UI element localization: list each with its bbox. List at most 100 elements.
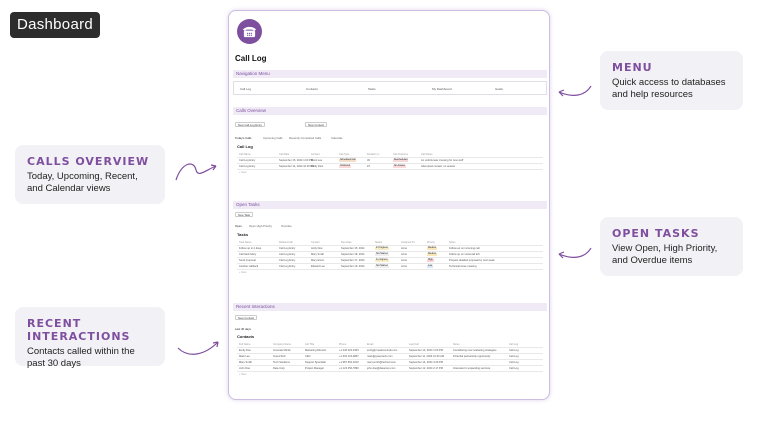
contacts-divider	[237, 347, 543, 348]
callout-menu-desc: Quick access to databases and help resou…	[612, 77, 726, 100]
nav-item-tasks[interactable]: Tasks	[368, 87, 376, 91]
contacts-cell[interactable]: Mary Smith	[239, 360, 253, 364]
tab-todays-calls[interactable]: Today's Calls	[235, 136, 252, 140]
calls-cell: 30	[367, 158, 370, 162]
tasks-cell-tag: Not Started	[375, 264, 389, 268]
tasks-cell: Anne	[401, 252, 408, 256]
contacts-cell: GreenTech	[273, 354, 286, 358]
contacts-row-divider	[237, 353, 543, 354]
tasks-col-header: Priority	[427, 241, 435, 244]
contacts-cell: +1 446 222-3333	[339, 348, 359, 352]
tasks-new-row: + New	[239, 271, 247, 274]
recent-header: Recent Interactions	[233, 303, 547, 311]
tasks-cell[interactable]: Another callback	[239, 264, 259, 268]
new-task-button[interactable]: New Task	[235, 212, 254, 217]
contacts-db-title: Contacts	[237, 334, 255, 339]
calls-col-header: Call Outcome	[393, 153, 409, 156]
tasks-row-divider	[237, 263, 543, 264]
nav-item-guide[interactable]: Guide	[495, 87, 504, 91]
callout-calls: CALLS OVERVIEW Today, Upcoming, Recent, …	[15, 145, 165, 204]
contacts-cell: +1 987 654-3210	[339, 360, 359, 364]
contacts-cell[interactable]: John Doe	[239, 366, 251, 370]
tasks-cell: Anne	[401, 258, 408, 262]
tasks-cell-tag: In Progress	[375, 246, 389, 250]
contacts-row-divider	[237, 359, 543, 360]
tasks-col-header: Assigned To	[401, 241, 415, 244]
tasks-cell: Follow up on voicemail left	[449, 252, 480, 256]
contacts-cell[interactable]: Emily Doe	[239, 348, 251, 352]
tasks-cell: Edward Lee	[311, 264, 325, 268]
tab-open-high-priority[interactable]: Open High Priority	[249, 224, 272, 228]
tab-calendar[interactable]: Calendar	[331, 136, 343, 140]
tasks-cell-tag: Medium	[427, 246, 438, 250]
contacts-cell: Project Manager	[305, 366, 325, 370]
nav-item-call-log[interactable]: Call Log	[240, 87, 252, 91]
calls-cell: 15	[367, 164, 370, 168]
nav-header: Navigation Menu	[233, 70, 547, 78]
tasks-cell: Call Log Entry	[279, 246, 296, 250]
dashboard-screenshot: Call Log Navigation Menu Call Log Contac…	[228, 10, 550, 400]
contacts-cell: Considering new marketing strategies	[453, 348, 497, 352]
calls-cell-tag: Outbound	[339, 164, 352, 168]
tasks-cell[interactable]: Send proposal	[239, 258, 256, 262]
contacts-cell: +1 302 123-9867	[339, 354, 359, 358]
tasks-cell[interactable]: Call back Mary	[239, 252, 257, 256]
tab-recent-calls[interactable]: Recently Completed Calls	[289, 136, 322, 140]
contacts-cell: September 14, 2024 4:30 PM	[409, 360, 443, 364]
contacts-cell: Call Log	[509, 348, 519, 352]
contacts-cell: Interested in expanding services	[453, 366, 491, 370]
calls-col-header: Call Date	[279, 153, 290, 156]
new-call-log-button[interactable]: New Call Log Entry	[235, 122, 265, 127]
callout-calls-title: CALLS OVERVIEW	[27, 155, 150, 168]
new-contact-button[interactable]: New Contact	[305, 122, 328, 127]
tasks-db-title: Tasks	[237, 232, 249, 237]
arrow-recent-icon	[177, 341, 219, 355]
tasks-cell[interactable]: Follow up in 2 days	[239, 246, 262, 250]
tasks-cell: Call Log Entry	[279, 264, 296, 268]
tasks-row-divider	[237, 251, 543, 252]
contacts-col-header: Company Name	[273, 343, 292, 346]
contacts-new-row: + New	[239, 373, 247, 376]
recent-new-contact-button[interactable]: New Contact	[235, 315, 258, 320]
calls-new-row: + New	[239, 171, 247, 174]
contacts-cell[interactable]: Mark Lee	[239, 354, 250, 358]
callout-calls-desc: Today, Upcoming, Recent, and Calendar vi…	[27, 171, 138, 194]
tasks-col-header: Contact	[311, 241, 320, 244]
contacts-cell: Call Log	[509, 360, 519, 364]
calls-col-header: Contact	[311, 153, 320, 156]
calls-row-divider	[237, 169, 543, 170]
calls-db-title: Call Log	[237, 144, 253, 149]
tab-open[interactable]: Open	[235, 224, 242, 228]
tasks-cell: September 18, 2024	[341, 252, 365, 256]
nav-item-dashboard[interactable]: My Dashboard	[432, 87, 452, 91]
contacts-col-header: Job Title	[305, 343, 315, 346]
contacts-cell: john.doe@datacorp.com	[367, 366, 396, 370]
calls-col-header: Call Name	[239, 153, 251, 156]
contacts-cell: Call Log	[509, 366, 519, 370]
nav-item-contacts[interactable]: Contacts	[306, 87, 318, 91]
callout-recent-title: RECENT INTERACTIONS	[27, 317, 131, 343]
tab-upcoming-calls[interactable]: Upcoming Calls	[263, 136, 283, 140]
tasks-cell: Call Log Entry	[279, 258, 296, 262]
contacts-cell: Tech Solutions	[273, 360, 290, 364]
tasks-header: Open Tasks	[233, 201, 547, 209]
callout-recent: RECENT INTERACTIONS Contacts called with…	[15, 307, 165, 369]
calls-cell[interactable]: Call Log Entry	[239, 164, 256, 168]
tab-last-30-days[interactable]: Last 30 days	[235, 327, 251, 331]
phone-icon	[242, 26, 257, 38]
contacts-cell: Data Corp	[273, 366, 285, 370]
contacts-cell: Marketing Director	[305, 348, 327, 352]
tasks-row-divider	[237, 257, 543, 258]
calls-cell[interactable]: Call Log Entry	[239, 158, 256, 162]
calls-col-header: Duration (I...	[367, 153, 381, 156]
arrow-calls-icon	[175, 163, 217, 181]
tasks-cell: Call Log Entry	[279, 252, 296, 256]
tab-overdue[interactable]: Overdue	[281, 224, 292, 228]
tasks-cell: Prepare detailed proposal by next week	[449, 258, 495, 262]
tasks-cell: Anne	[401, 246, 408, 250]
page-icon	[237, 19, 262, 44]
tasks-cell: Anne	[401, 264, 408, 268]
contacts-row-divider	[237, 371, 543, 372]
contacts-col-header: Last Call	[409, 343, 419, 346]
contacts-col-header: Email	[367, 343, 374, 346]
